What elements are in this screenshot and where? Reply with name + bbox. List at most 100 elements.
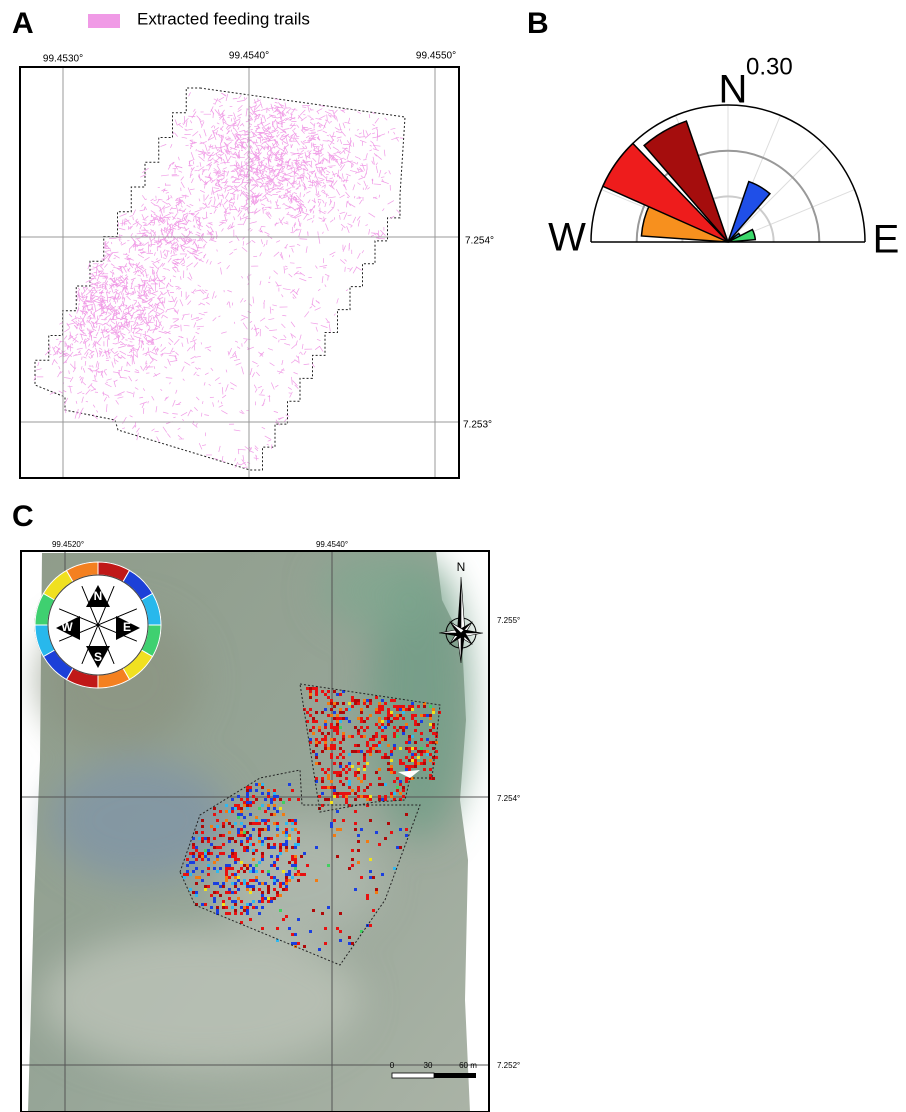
orientation-dot xyxy=(234,876,237,879)
orientation-dot xyxy=(432,726,435,729)
orientation-dot xyxy=(306,720,309,723)
orientation-dot xyxy=(399,828,402,831)
feeding-trail xyxy=(149,351,157,355)
feeding-trail xyxy=(235,362,242,366)
feeding-trail xyxy=(189,339,197,343)
lon-label: 99.4520° xyxy=(52,540,84,549)
orientation-dot xyxy=(264,837,267,840)
feeding-trail xyxy=(122,336,125,339)
feeding-trail xyxy=(203,217,208,219)
legend-swatch xyxy=(88,14,120,28)
feeding-trail xyxy=(104,383,112,388)
feeding-trail xyxy=(283,192,287,198)
orientation-dot xyxy=(381,873,384,876)
orientation-dot xyxy=(246,789,249,792)
orientation-dot xyxy=(306,711,309,714)
feeding-trail xyxy=(254,152,260,160)
orientation-dot xyxy=(276,858,279,861)
orientation-dot xyxy=(318,729,321,732)
orientation-dot xyxy=(231,852,234,855)
feeding-trail xyxy=(168,342,172,346)
feeding-trail xyxy=(270,146,278,149)
feeding-trail xyxy=(223,206,229,214)
feeding-trail xyxy=(237,120,241,128)
orientation-dot xyxy=(228,891,231,894)
feeding-trail xyxy=(195,355,201,358)
feeding-trail xyxy=(269,329,278,331)
feeding-trail xyxy=(174,220,180,226)
feeding-trail xyxy=(251,239,256,243)
feeding-trail xyxy=(83,319,85,328)
orientation-dot xyxy=(294,855,297,858)
orientation-dot xyxy=(222,825,225,828)
feeding-trail xyxy=(91,305,94,311)
feeding-trail xyxy=(132,338,135,341)
orientation-dot xyxy=(324,798,327,801)
orientation-dot xyxy=(246,867,249,870)
feeding-trail xyxy=(255,455,258,461)
orientation-dot xyxy=(207,864,210,867)
orientation-dot xyxy=(192,861,195,864)
orientation-dot xyxy=(405,834,408,837)
orientation-dot xyxy=(411,708,414,711)
feeding-trail xyxy=(69,385,72,394)
feeding-trail xyxy=(303,193,306,198)
orientation-dot xyxy=(405,777,408,780)
orientation-dot xyxy=(432,741,435,744)
feeding-trail xyxy=(384,171,387,175)
feeding-trail xyxy=(339,211,346,214)
orientation-dot xyxy=(369,798,372,801)
feeding-trail xyxy=(193,262,199,268)
orientation-dot xyxy=(255,819,258,822)
feeding-trail xyxy=(145,297,149,300)
feeding-trail xyxy=(341,227,344,231)
feeding-trail xyxy=(100,291,102,295)
orientation-dot xyxy=(336,795,339,798)
feeding-trail xyxy=(218,222,225,227)
orientation-dot xyxy=(321,912,324,915)
feeding-trail xyxy=(163,352,172,354)
feeding-trail xyxy=(141,266,145,270)
orientation-dot xyxy=(378,720,381,723)
feeding-trail xyxy=(375,165,379,173)
feeding-trail xyxy=(224,148,231,155)
feeding-trail xyxy=(130,277,136,281)
feeding-trail xyxy=(112,309,116,313)
feeding-trail xyxy=(186,262,193,268)
orientation-dot xyxy=(258,888,261,891)
feeding-trail xyxy=(209,261,212,265)
feeding-trail xyxy=(225,151,229,155)
feeding-trail xyxy=(300,129,305,134)
feeding-trail xyxy=(318,201,321,207)
orientation-dot xyxy=(345,801,348,804)
orientation-dot xyxy=(330,822,333,825)
feeding-trail xyxy=(298,163,301,165)
feeding-trail xyxy=(352,216,357,224)
feeding-trail xyxy=(202,297,210,300)
feeding-trail xyxy=(375,154,382,160)
orientation-dot xyxy=(213,813,216,816)
feeding-trail xyxy=(198,198,201,202)
feeding-trail xyxy=(191,214,194,216)
feeding-trail xyxy=(141,301,148,304)
orientation-dot xyxy=(333,726,336,729)
orientation-dot xyxy=(363,768,366,771)
feeding-trail xyxy=(229,203,231,211)
orientation-dot xyxy=(348,792,351,795)
feeding-trail xyxy=(218,100,222,103)
orientation-dot xyxy=(354,699,357,702)
feeding-trail xyxy=(82,313,87,321)
feeding-trail xyxy=(264,231,270,235)
feeding-trail xyxy=(232,178,239,183)
feeding-trail xyxy=(166,228,172,237)
feeding-trail xyxy=(151,428,155,432)
feeding-trail xyxy=(190,120,193,124)
feeding-trail xyxy=(124,314,128,322)
orientation-dot xyxy=(249,843,252,846)
orientation-dot xyxy=(231,837,234,840)
feeding-trail xyxy=(108,355,111,359)
feeding-trail xyxy=(329,177,333,180)
feeding-trail xyxy=(201,401,204,405)
orientation-dot xyxy=(348,936,351,939)
feeding-trail xyxy=(278,181,284,186)
